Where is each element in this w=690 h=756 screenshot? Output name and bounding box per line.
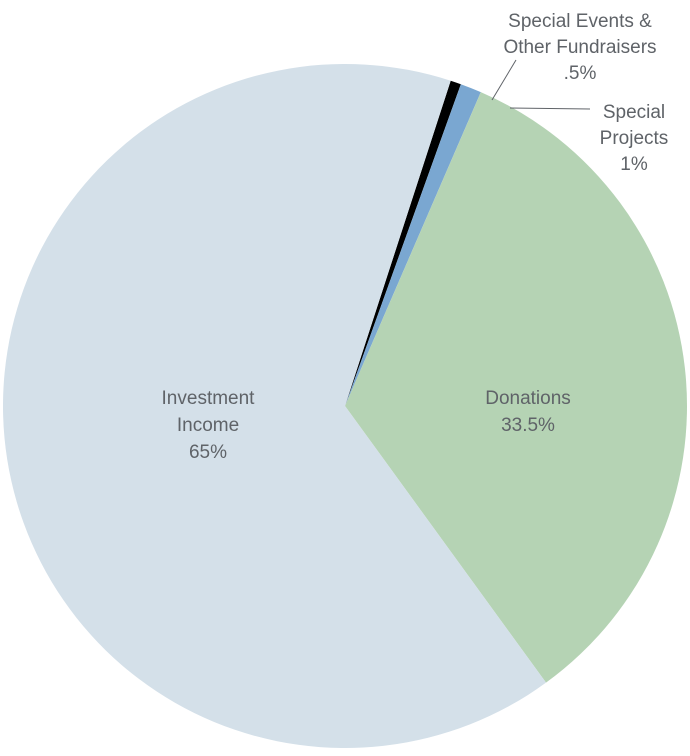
- slice-label-donations: Donations 33.5%: [485, 388, 571, 436]
- pie-slice-donations: [345, 92, 688, 683]
- pie-slice-investment-income: [3, 64, 547, 749]
- pie-slice-special-projects: [345, 84, 481, 406]
- pie-slices: [3, 64, 688, 749]
- slice-label-investment-income: Investment Income 65%: [162, 388, 256, 463]
- leader-line-special-projects: [509, 107, 591, 110]
- slice-label-special-projects: Special Projects 1%: [600, 102, 669, 175]
- slice-label-special-events-and-other-fundraisers: Special Events & Other Fundraisers .5%: [503, 11, 656, 84]
- slice-name-line: Income: [177, 415, 239, 436]
- slice-value-label: 1%: [620, 154, 648, 175]
- slice-name-line: Projects: [600, 128, 669, 149]
- slice-name-line: Donations: [485, 388, 571, 409]
- slice-value-label: 65%: [189, 442, 227, 463]
- leader-line-special-events-and-other-fundraisers: [491, 59, 517, 101]
- slice-name-line: Other Fundraisers: [503, 37, 656, 58]
- leader-lines: [491, 59, 591, 110]
- slice-value-label: .5%: [564, 63, 597, 84]
- slice-labels: Special Events & Other Fundraisers .5%Spec…: [162, 11, 669, 463]
- slice-name-line: Special Events &: [508, 11, 652, 32]
- slice-name-line: Investment: [162, 388, 256, 409]
- slice-name-line: Special: [603, 102, 665, 123]
- pie-slice-special-events-and-other-fundraisers: [345, 80, 461, 406]
- slice-value-label: 33.5%: [501, 415, 555, 436]
